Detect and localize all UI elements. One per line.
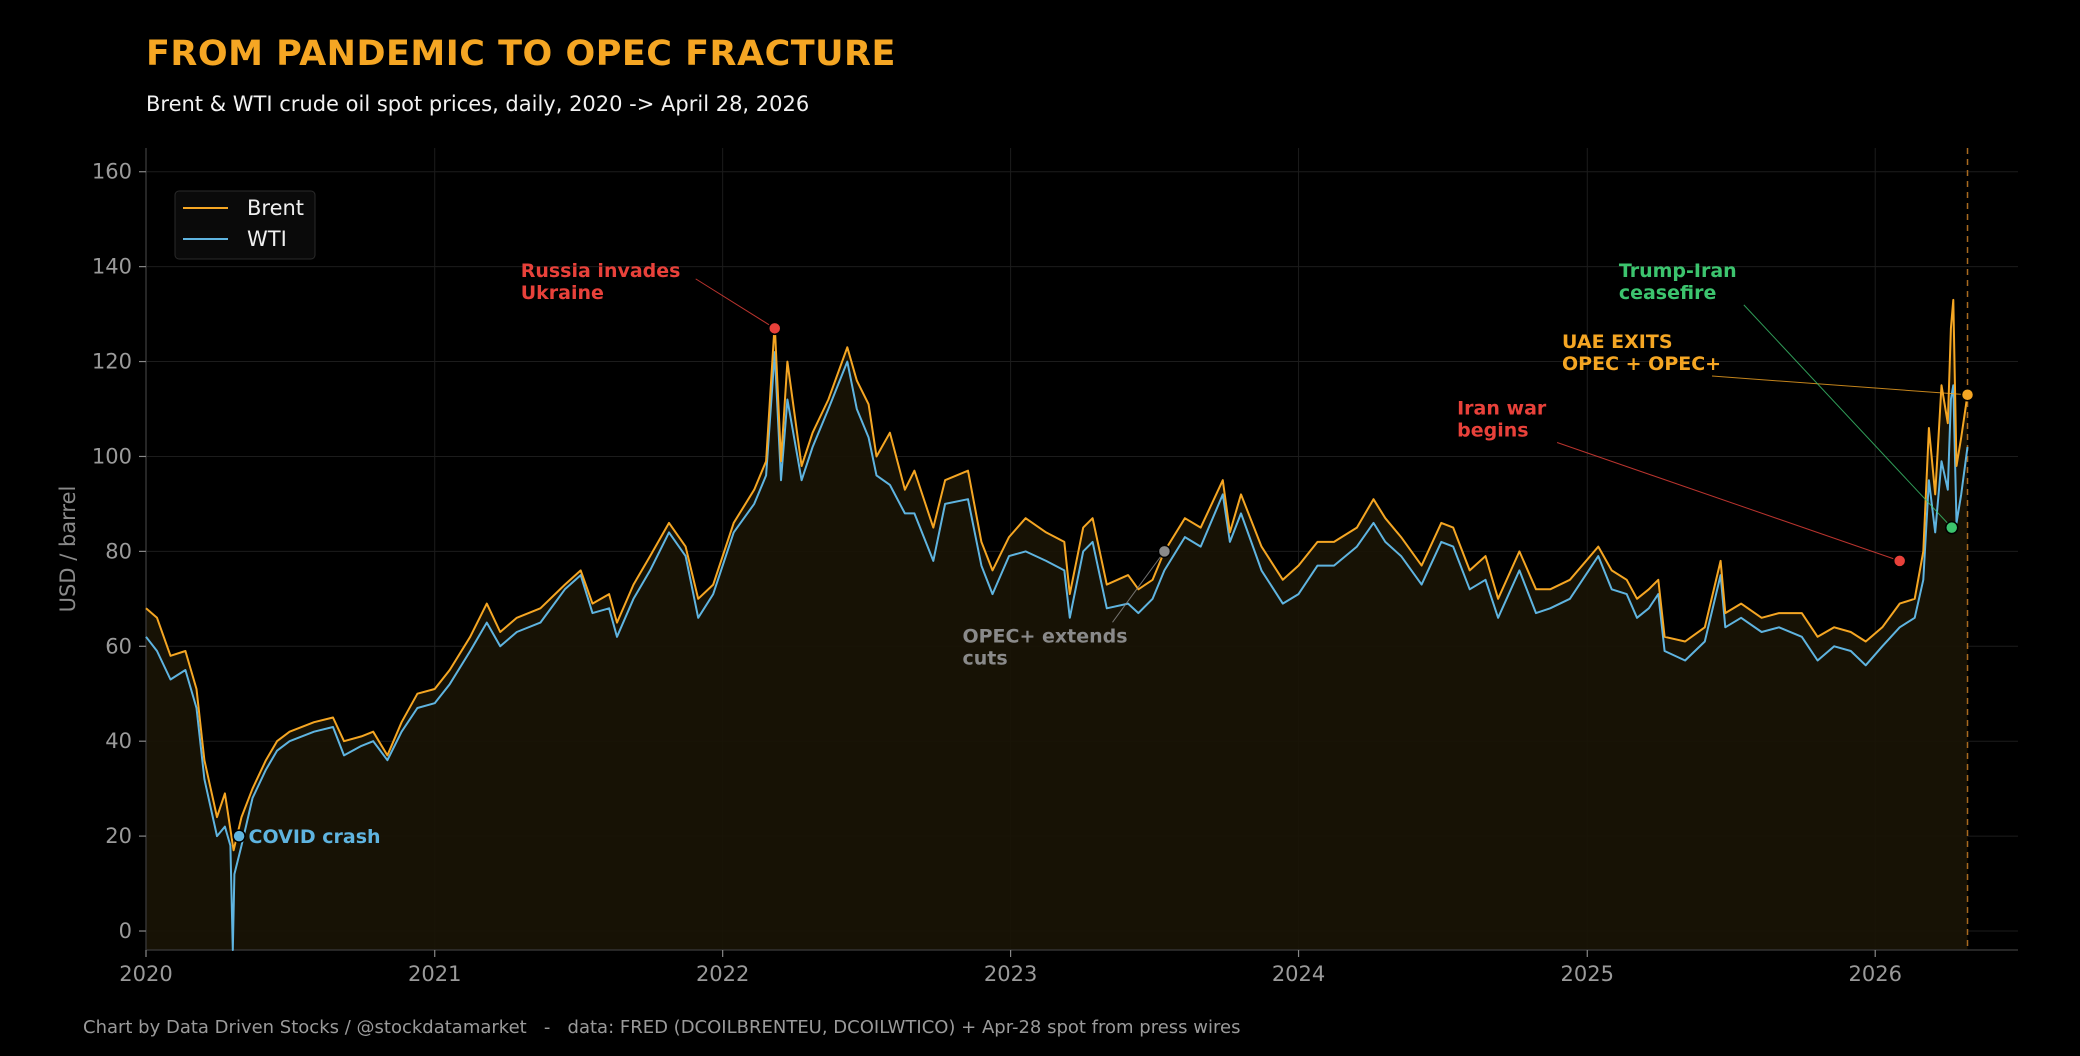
y-tick-label: 40 (105, 729, 132, 753)
annotation-label: COVID crash (249, 826, 381, 848)
annotation-connector (1112, 551, 1165, 623)
annotation-label: UAE EXITS OPEC + OPEC+ (1562, 331, 1721, 375)
annotation-connector (1743, 304, 1953, 528)
annotation-label: Iran war begins (1457, 397, 1547, 441)
y-tick-label: 0 (119, 919, 132, 943)
x-tick-label: 2022 (696, 962, 749, 986)
y-tick-label: 140 (92, 255, 132, 279)
legend-label-wti: WTI (247, 227, 287, 251)
x-tick-label: 2020 (119, 962, 172, 986)
annotation-covid: COVID crash (232, 826, 381, 848)
annotation-label: OPEC+ extends cuts (962, 625, 1127, 669)
x-tick-label: 2024 (1272, 962, 1325, 986)
y-axis-label: USD / barrel (56, 486, 80, 613)
legend: Brent WTI (174, 190, 316, 260)
annotation-russia: Russia invades Ukraine (521, 260, 782, 336)
annotation-connector (695, 278, 775, 329)
annotation-iran-war: Iran war begins (1457, 397, 1907, 568)
y-tick-label: 120 (92, 350, 132, 374)
y-tick-label: 160 (92, 160, 132, 184)
x-tick-label: 2021 (408, 962, 461, 986)
annotation-uae-exits: UAE EXITS OPEC + OPEC+ (1562, 331, 1975, 402)
y-tick-label: 60 (105, 634, 132, 658)
x-tick-label: 2023 (984, 962, 1037, 986)
annotation-point (1157, 544, 1172, 559)
y-tick-label: 80 (105, 539, 132, 563)
annotation-connector (1711, 375, 1968, 396)
annotation-point (767, 321, 782, 336)
series-line-wti (145, 351, 1969, 951)
y-tick-label: 20 (105, 824, 132, 848)
chart-footer: Chart by Data Driven Stocks / @stockdata… (83, 1017, 1241, 1038)
brent-area-fill (146, 299, 1968, 950)
x-tick-label: 2025 (1561, 962, 1614, 986)
chart-title: FROM PANDEMIC TO OPEC FRACTURE (146, 34, 896, 74)
annotation-label: Russia invades Ukraine (521, 260, 681, 304)
annotation-point (1892, 554, 1907, 568)
series-line-brent (145, 298, 1969, 852)
annotation-ceasefire: Trump-Iran ceasefire (1619, 260, 1959, 535)
annotation-label: Trump-Iran ceasefire (1619, 260, 1737, 304)
x-tick-label: 2026 (1848, 962, 1901, 986)
annotation-point (232, 829, 246, 843)
annotation-connector (1556, 442, 1900, 562)
annotation-point (1960, 388, 1975, 402)
annotation-point (1944, 520, 1959, 535)
annotation-opec-extends: OPEC+ extends cuts (962, 544, 1172, 669)
y-tick-label: 100 (92, 444, 132, 468)
legend-label-brent: Brent (247, 196, 304, 220)
chart-subtitle: Brent & WTI crude oil spot prices, daily… (146, 92, 810, 116)
